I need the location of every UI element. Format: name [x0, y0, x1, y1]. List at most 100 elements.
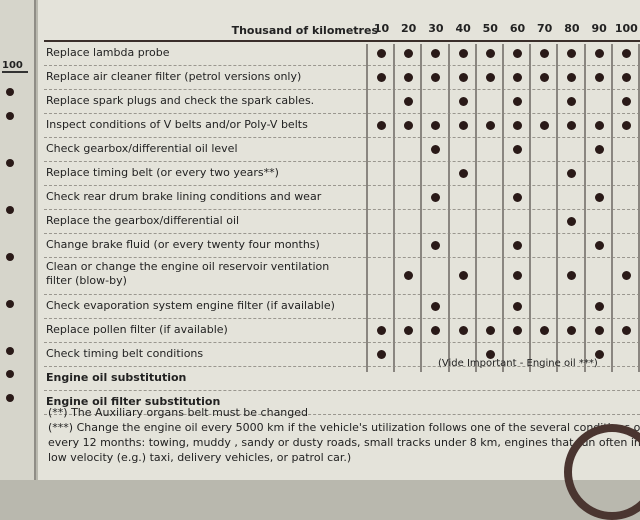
service-dot — [567, 48, 577, 58]
service-dot — [485, 48, 495, 58]
service-dot — [567, 168, 577, 178]
footnotes: (**) The Auxiliary organs belt must be c… — [48, 405, 640, 465]
left-page-dot — [6, 88, 14, 96]
service-dot — [513, 48, 522, 58]
table-row: Check rear drum brake lining conditions … — [44, 186, 640, 210]
row-label: Replace lambda probe — [46, 46, 170, 59]
service-dot — [594, 325, 604, 335]
service-dot — [485, 72, 495, 82]
service-dot — [621, 271, 631, 280]
service-dot — [377, 349, 386, 359]
table-row: Replace pollen filter (if available) — [44, 319, 640, 343]
column-header: 30 — [428, 22, 444, 35]
service-dot — [513, 144, 522, 154]
column-divider — [556, 44, 559, 372]
table-row: Change brake fluid (or every twenty four… — [44, 234, 640, 258]
service-dot — [513, 96, 522, 106]
column-header: 100 — [614, 22, 638, 35]
left-page-dot — [6, 205, 14, 214]
column-divider — [529, 44, 532, 372]
row-label: Check rear drum brake lining conditions … — [46, 190, 322, 203]
service-dot — [404, 72, 414, 82]
table-row: Engine oil filter substitution — [44, 391, 640, 415]
service-dot — [458, 168, 468, 178]
service-dot — [458, 120, 468, 130]
column-header: 40 — [455, 22, 471, 35]
column-header: 60 — [509, 22, 526, 35]
service-dot — [513, 240, 522, 250]
service-dot — [513, 120, 522, 130]
row-label: Replace pollen filter (if available) — [46, 323, 228, 336]
table-header: Thousand of kilometres 10 20 30 40 50 60 70 80 9… — [44, 22, 640, 42]
column-divider — [447, 44, 450, 372]
service-dot — [594, 120, 604, 130]
service-dot — [404, 48, 414, 58]
maintenance-page: Thousand of kilometres 10 20 30 40 50 60 70 80 9… — [38, 0, 640, 520]
service-dot — [458, 96, 468, 106]
service-dot — [485, 325, 495, 335]
left-page-dot — [6, 299, 14, 308]
service-dot — [567, 216, 577, 226]
service-dot — [621, 96, 631, 106]
row-label: Replace the gearbox/differential oil — [46, 214, 240, 227]
column-divider — [583, 44, 586, 372]
service-dot — [377, 120, 386, 130]
row-label: Replace timing belt (or every two years*… — [46, 166, 279, 179]
row-label: Check evaporation system engine filter (… — [46, 299, 335, 312]
service-dot — [377, 325, 386, 335]
header-title: Thousand of kilometres — [231, 24, 378, 37]
table-row: Check gearbox/differential oil level — [44, 138, 640, 162]
table-row: Replace the gearbox/differential oil — [44, 210, 640, 234]
table-row: Engine oil substitution — [44, 367, 640, 391]
service-dot — [431, 192, 441, 202]
table-row: Replace lambda probe — [44, 42, 640, 66]
row-label: Check gearbox/differential oil level — [46, 142, 238, 155]
service-dot — [513, 192, 522, 202]
service-dot — [621, 72, 631, 82]
left-page-dot — [6, 393, 14, 402]
column-header: 90 — [591, 22, 607, 35]
footnote: (***) Change the engine oil every 5000 k… — [48, 421, 640, 464]
left-page-dot — [6, 370, 14, 378]
service-dot — [404, 120, 414, 130]
engine-oil-note: (Vide Important - Engine oil ***) — [438, 358, 598, 369]
service-dot — [458, 271, 468, 280]
row-label: Replace spark plugs and check the spark … — [46, 94, 315, 107]
service-dot — [567, 271, 577, 280]
service-dot — [431, 48, 441, 58]
service-dot — [431, 325, 441, 335]
service-dot — [458, 325, 468, 335]
row-label: Change brake fluid (or every twenty four… — [46, 238, 320, 251]
table-row: Replace spark plugs and check the spark … — [44, 90, 640, 114]
maintenance-schedule-table: Thousand of kilometres 10 20 30 40 50 60 70 80 9… — [44, 22, 640, 415]
service-dot — [594, 72, 604, 82]
service-dot — [513, 325, 522, 335]
service-dot — [377, 72, 386, 82]
column-header: 10 — [373, 22, 390, 35]
row-label: Engine oil filter substitution — [46, 395, 221, 408]
left-page-dot — [6, 346, 14, 355]
service-dot — [513, 301, 522, 311]
service-dot — [621, 120, 631, 130]
service-dot — [513, 72, 522, 82]
service-dot — [485, 120, 495, 130]
service-dot — [377, 48, 386, 58]
column-header: 50 — [482, 22, 498, 35]
service-dot — [431, 301, 441, 311]
column-header: 70 — [537, 22, 553, 35]
service-dot — [567, 96, 577, 106]
row-label: Check timing belt conditions — [46, 347, 204, 360]
row-label: Inspect conditions of V belts and/or Pol… — [46, 118, 308, 131]
left-page-fragment: 100 — [0, 0, 36, 480]
service-dot — [431, 120, 441, 130]
table-row: Check evaporation system engine filter (… — [44, 295, 640, 319]
service-dot — [594, 144, 604, 154]
column-divider — [610, 44, 613, 372]
service-dot — [540, 325, 550, 335]
left-page-dot — [6, 111, 14, 120]
row-label: Engine oil substitution — [46, 371, 187, 384]
table-row: Inspect conditions of V belts and/or Pol… — [44, 114, 640, 138]
table-row: Replace air cleaner filter (petrol versi… — [44, 66, 640, 90]
table-row: Replace timing belt (or every two years*… — [44, 162, 640, 186]
service-dot — [485, 349, 495, 359]
